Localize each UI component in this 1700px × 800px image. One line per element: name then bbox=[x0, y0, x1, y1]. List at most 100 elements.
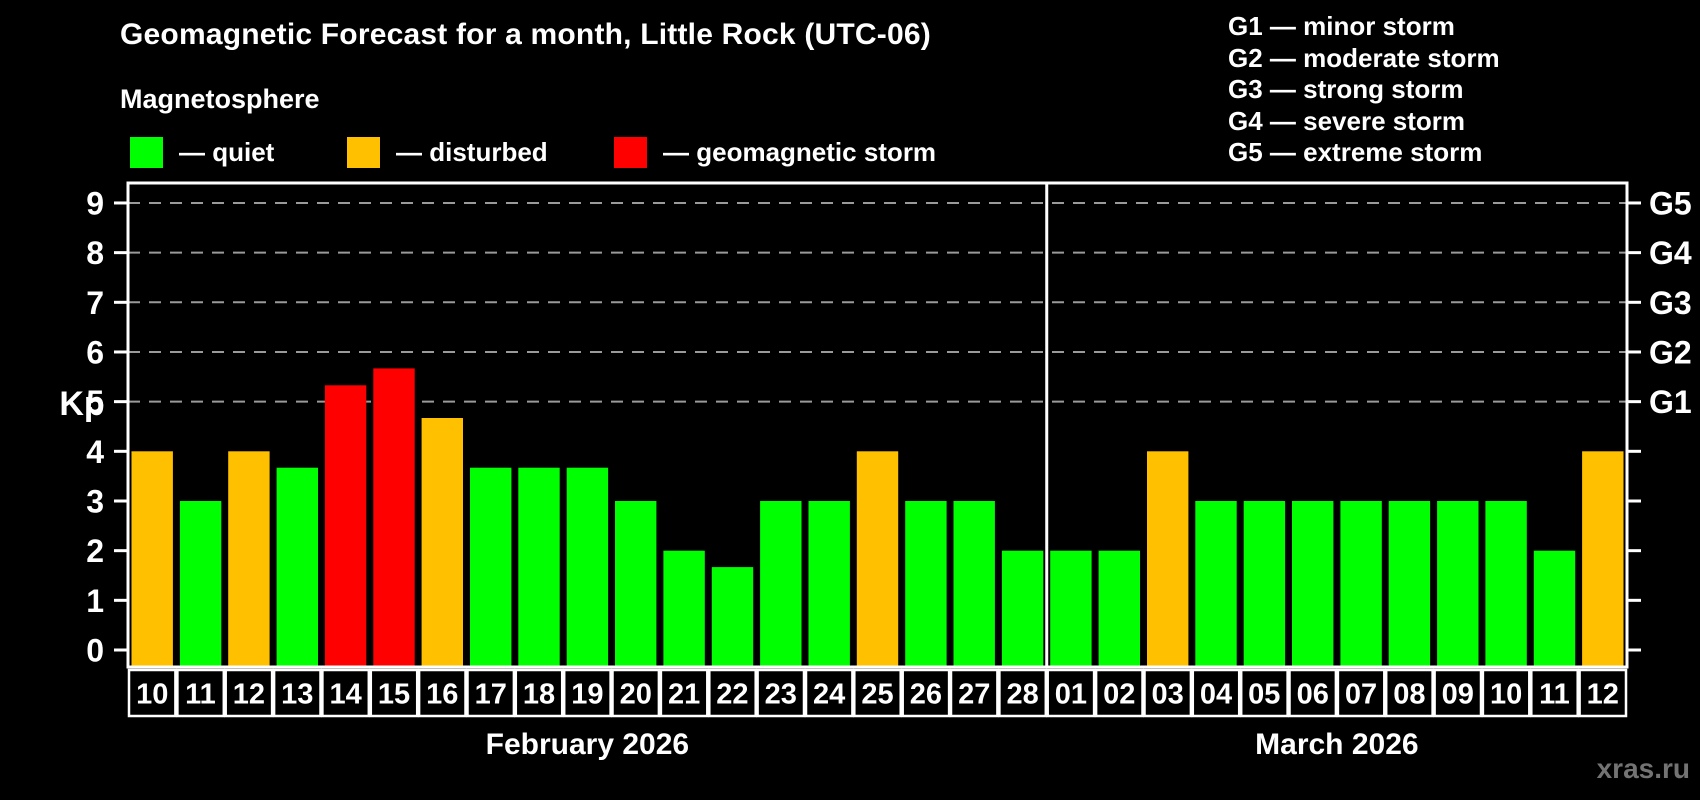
day-cell bbox=[708, 668, 757, 718]
kp-bar-day-01 bbox=[1050, 550, 1092, 667]
kp-bar-day-05 bbox=[1243, 501, 1286, 667]
day-label: 22 bbox=[716, 678, 748, 710]
day-label: 06 bbox=[1297, 678, 1329, 710]
day-label: 26 bbox=[910, 678, 942, 710]
storm-swatch-icon bbox=[614, 136, 647, 168]
kp-tick-label-7: 7 bbox=[86, 285, 104, 321]
kp-tick-label-1: 1 bbox=[86, 583, 104, 619]
kp-bar-day-25 bbox=[856, 451, 899, 667]
day-cell bbox=[756, 668, 806, 718]
kp-tick-label-5: 5 bbox=[86, 384, 104, 420]
kp-tick-label-9: 9 bbox=[86, 185, 104, 221]
day-label: 25 bbox=[861, 678, 893, 710]
kp-bar-day-08 bbox=[1388, 501, 1431, 667]
kp-bar-day-17 bbox=[470, 467, 512, 667]
day-label: 20 bbox=[620, 678, 652, 710]
legend-item-disturbed: — disturbed bbox=[347, 135, 548, 169]
kp-bar-day-15 bbox=[373, 368, 415, 667]
day-label: 28 bbox=[1006, 678, 1038, 710]
day-cell bbox=[127, 668, 177, 718]
kp-bar-day-06 bbox=[1292, 501, 1334, 667]
day-label: 05 bbox=[1248, 678, 1280, 710]
g-axis-label-G5: G5 bbox=[1649, 185, 1692, 221]
day-cell bbox=[514, 668, 564, 718]
day-cell bbox=[611, 668, 661, 718]
g-legend-line: G1 — minor storm bbox=[1228, 11, 1455, 41]
g-legend-line: G5 — extreme storm bbox=[1228, 137, 1483, 167]
day-cell bbox=[1578, 668, 1628, 718]
day-cell bbox=[417, 668, 467, 718]
kp-bar-day-03 bbox=[1147, 451, 1189, 667]
day-label: 23 bbox=[765, 678, 797, 710]
day-label: 21 bbox=[668, 678, 700, 710]
magnetosphere-label: Magnetosphere bbox=[120, 84, 320, 114]
g-legend-line: G2 — moderate storm bbox=[1228, 42, 1500, 73]
g-axis-label-G3: G3 bbox=[1649, 285, 1692, 321]
day-cell bbox=[1046, 668, 1096, 718]
g-legend-line: G3 — strong storm bbox=[1228, 74, 1464, 104]
kp-bar-day-24 bbox=[808, 501, 850, 667]
month-label-march: March 2026 bbox=[1255, 728, 1419, 761]
day-label: 02 bbox=[1103, 678, 1135, 710]
kp-bar-day-18 bbox=[518, 467, 560, 667]
kp-bar-day-07 bbox=[1340, 501, 1382, 667]
kp-bar-day-10 bbox=[1485, 501, 1527, 667]
legend-item-storm: — geomagnetic storm bbox=[614, 135, 936, 169]
y-axis-title: Kp bbox=[59, 385, 104, 423]
day-cell bbox=[176, 668, 226, 718]
kp-tick-label-4: 4 bbox=[86, 434, 104, 470]
day-label: 11 bbox=[1539, 678, 1570, 710]
kp-bar-day-28 bbox=[1001, 550, 1044, 667]
day-label: 14 bbox=[329, 678, 361, 710]
day-label: 15 bbox=[378, 678, 410, 710]
quiet-swatch-icon bbox=[130, 136, 163, 168]
kp-bar-day-20 bbox=[615, 501, 657, 667]
day-label: 12 bbox=[233, 678, 265, 710]
day-label: 10 bbox=[1490, 678, 1522, 710]
kp-bar-day-13 bbox=[276, 467, 318, 667]
day-label: 24 bbox=[813, 678, 845, 710]
day-label: 12 bbox=[1587, 678, 1619, 710]
day-label: 07 bbox=[1345, 678, 1377, 710]
kp-tick-label-6: 6 bbox=[86, 335, 104, 371]
day-label: 03 bbox=[1151, 678, 1183, 710]
day-label: 27 bbox=[958, 678, 990, 710]
kp-bar-day-02 bbox=[1098, 550, 1140, 667]
disturbed-swatch-icon bbox=[347, 136, 380, 168]
day-cell bbox=[272, 668, 322, 718]
kp-bar-day-11 bbox=[1533, 550, 1576, 667]
day-cell bbox=[1143, 668, 1193, 718]
kp-bar-day-21 bbox=[663, 550, 705, 667]
legend-item-label: — geomagnetic storm bbox=[663, 136, 937, 167]
day-cell bbox=[1239, 668, 1289, 718]
day-cell bbox=[1094, 668, 1144, 718]
day-cell bbox=[562, 668, 612, 718]
plot-border bbox=[126, 181, 1629, 669]
day-label: 16 bbox=[426, 678, 458, 710]
day-cell bbox=[804, 668, 854, 718]
kp-bar-day-11 bbox=[179, 501, 222, 667]
day-label: 01 bbox=[1055, 678, 1087, 710]
day-cell bbox=[369, 668, 419, 718]
kp-bar-day-09 bbox=[1437, 501, 1479, 667]
day-cell bbox=[1191, 668, 1241, 718]
day-label: 19 bbox=[571, 678, 603, 710]
kp-bar-day-10 bbox=[131, 451, 173, 667]
watermark-text: xras.ru bbox=[1596, 753, 1690, 784]
day-label: 11 bbox=[185, 678, 216, 710]
kp-bar-day-04 bbox=[1195, 501, 1237, 667]
day-cell bbox=[1288, 668, 1338, 718]
kp-bar-day-27 bbox=[953, 501, 995, 667]
day-label: 10 bbox=[136, 678, 168, 710]
chart-title: Geomagnetic Forecast for a month, Little… bbox=[120, 18, 931, 51]
kp-tick-label-3: 3 bbox=[86, 484, 104, 520]
day-cell bbox=[1336, 668, 1386, 718]
legend-item-label: — quiet bbox=[179, 136, 275, 167]
kp-bar-day-14 bbox=[324, 385, 367, 667]
g-axis-label-G2: G2 bbox=[1649, 335, 1692, 371]
g-scale-legend: G1 — minor storm G2 — moderate storm G3 — … bbox=[1228, 11, 1500, 169]
day-label: 09 bbox=[1442, 678, 1474, 710]
day-cell bbox=[466, 668, 516, 718]
